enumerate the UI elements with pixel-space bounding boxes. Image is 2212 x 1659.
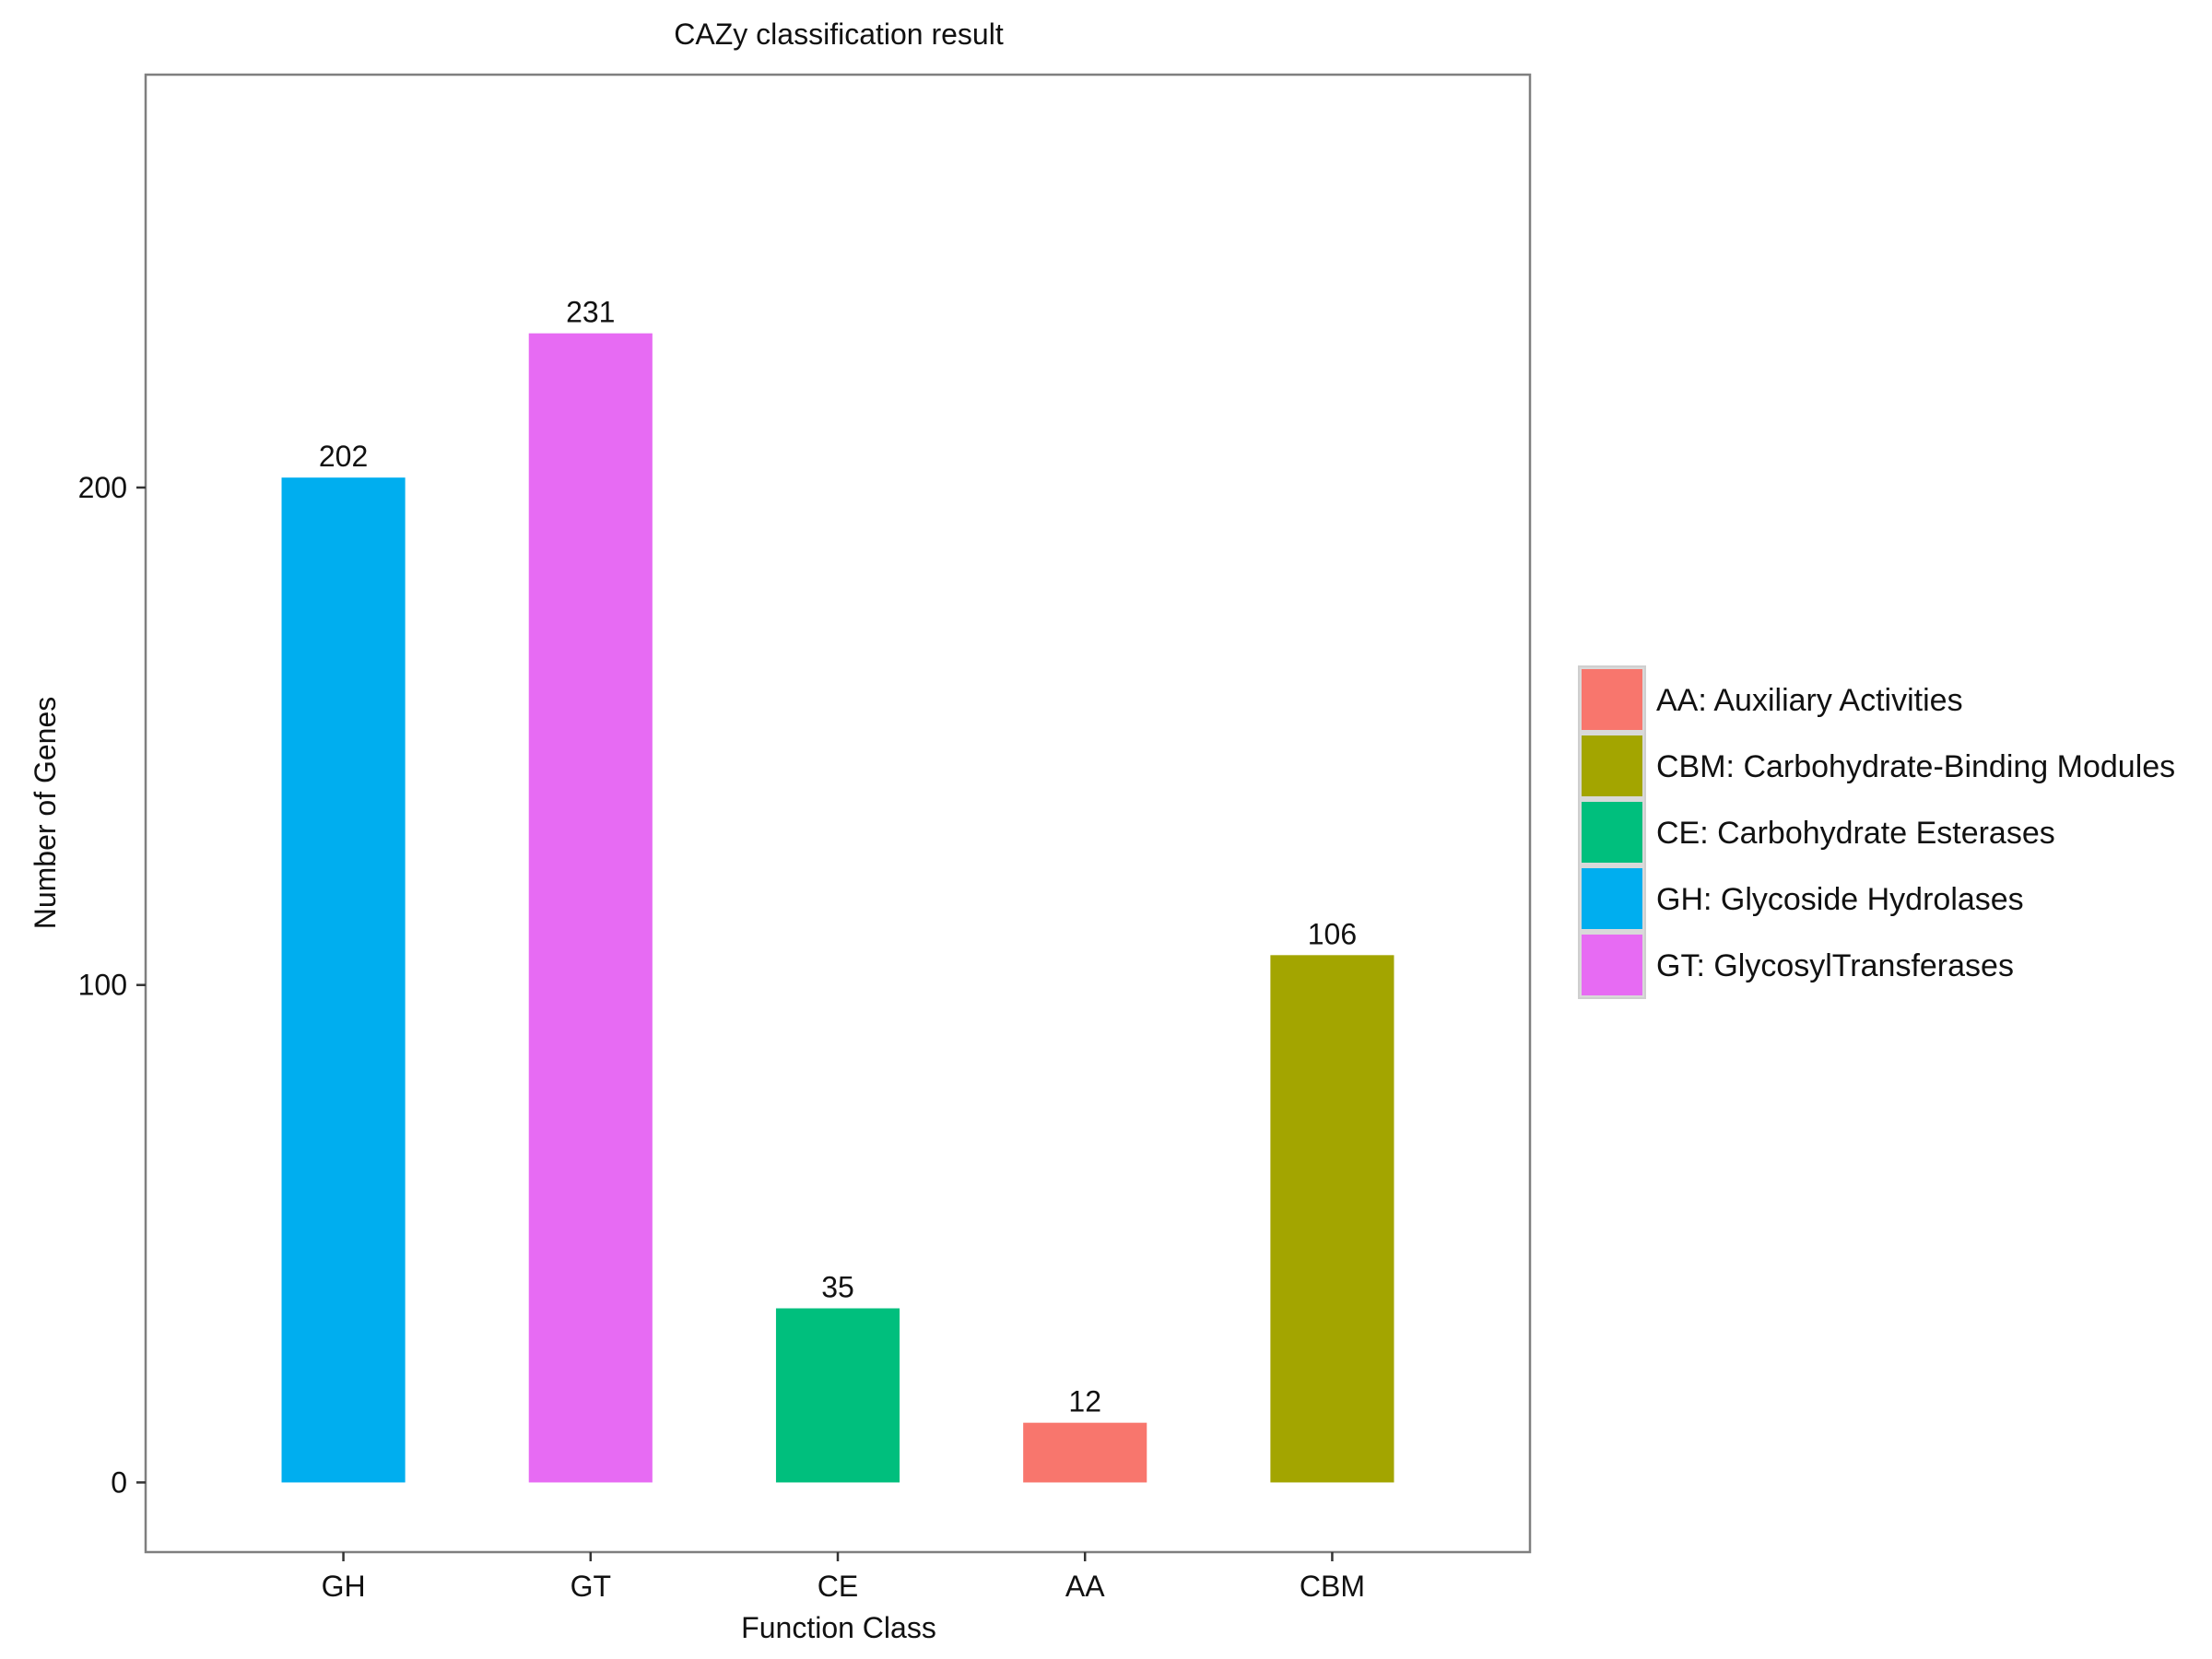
y-axis-label: Number of Genes: [29, 697, 62, 930]
bar-gt: [528, 333, 653, 1483]
bar-value-label-aa: 12: [1068, 1385, 1101, 1418]
bar-ce: [775, 1308, 900, 1483]
bars-group: [281, 333, 1394, 1483]
y-tick-label: 0: [111, 1465, 127, 1499]
bar-cbm: [1270, 955, 1394, 1483]
bar-value-label-ce: 35: [821, 1271, 854, 1304]
legend-key-swatch: [1582, 735, 1642, 796]
legend-key-swatch: [1582, 868, 1642, 929]
x-tick-label-cbm: CBM: [1300, 1570, 1365, 1603]
bar-value-label-gt: 231: [566, 296, 615, 329]
legend-item-label: CBM: Carbohydrate-Binding Modules: [1656, 749, 2175, 784]
bar-value-labels: 202 231 35 12 106: [319, 296, 1357, 1418]
chart-title: CAZy classification result: [674, 18, 1004, 51]
x-tick-label-gh: GH: [322, 1570, 366, 1603]
y-tick-label: 100: [78, 969, 127, 1002]
y-axis: 0 100 200: [78, 471, 146, 1499]
x-tick-label-aa: AA: [1065, 1570, 1105, 1603]
bar-aa: [1023, 1422, 1147, 1483]
legend-key-swatch: [1582, 935, 1642, 995]
x-tick-label-ce: CE: [818, 1570, 858, 1603]
legend-item-label: GH: Glycoside Hydrolases: [1656, 882, 2024, 917]
x-axis: GH GT CE AA CBM: [322, 1552, 1365, 1603]
y-tick-label: 200: [78, 471, 127, 504]
legend-key-swatch: [1582, 802, 1642, 863]
legend-item-label: CE: Carbohydrate Esterases: [1656, 816, 2055, 851]
legend-item-label: GT: GlycosylTransferases: [1656, 948, 2014, 983]
bar-value-label-cbm: 106: [1308, 917, 1357, 950]
bar-value-label-gh: 202: [319, 440, 368, 473]
x-tick-label-gt: GT: [571, 1570, 611, 1603]
bar-gh: [281, 477, 406, 1483]
legend-key-swatch: [1582, 669, 1642, 730]
legend: AA: Auxiliary Activities CBM: Carbohydrat…: [1578, 665, 2175, 999]
legend-item-label: AA: Auxiliary Activities: [1656, 683, 1963, 718]
x-axis-label: Function Class: [741, 1611, 936, 1644]
